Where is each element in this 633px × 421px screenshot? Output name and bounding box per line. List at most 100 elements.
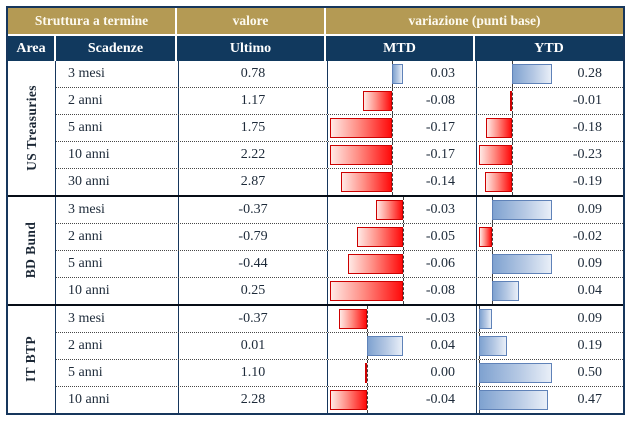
ytd-data-bar [486,117,512,138]
mtd-cell: 0.03 [327,61,476,87]
mtd-cell: -0.03 [327,196,476,223]
mtd-value: -0.04 [425,391,455,407]
area-cell: IT BTP [8,305,56,413]
ytd-value: 0.47 [577,391,603,407]
mtd-bar-area [328,141,406,168]
zero-axis-line [366,305,368,332]
mtd-bar-area [328,196,406,223]
zero-axis-line [392,168,394,195]
ultimo-value: -0.37 [178,305,327,332]
mtd-bar-area [328,168,406,195]
mtd-bar-area [328,114,406,141]
zero-axis-line [366,386,368,413]
mtd-bar-area [328,61,406,87]
ytd-cell: 0.47 [476,386,623,413]
group-rows: 3 mesi -0.37 -0.03 0.09 2 anni -0.79 -0.… [56,196,623,304]
ytd-data-bar [479,308,493,329]
area-label: IT BTP [23,336,39,383]
mtd-value: -0.17 [425,146,455,162]
mtd-data-bar [340,171,393,192]
ytd-value: 0.04 [577,282,603,298]
table-row: 3 mesi 0.78 0.03 0.28 [56,61,623,87]
mtd-cell: -0.03 [327,305,476,332]
mtd-bar-area [328,359,406,386]
mtd-cell: -0.06 [327,250,476,277]
ytd-value: -0.01 [572,92,602,108]
ytd-value: 0.09 [577,255,603,271]
ytd-value: -0.19 [572,173,602,189]
ultimo-value: 1.10 [178,359,327,386]
ultimo-value: -0.44 [178,250,327,277]
zero-axis-line [392,114,394,141]
header-struttura-a-termine: Struttura a termine [8,8,177,34]
mtd-value: -0.08 [425,282,455,298]
ytd-bar-area [477,359,555,386]
table-row: 3 mesi -0.37 -0.03 0.09 [56,305,623,332]
ytd-value: 0.19 [577,337,603,353]
mtd-bar-area [328,87,406,114]
ultimo-value: 0.78 [178,61,327,87]
zero-axis-line [392,141,394,168]
mtd-value: -0.14 [425,173,455,189]
column-header-area: Area [8,36,56,61]
mtd-data-bar [348,253,403,274]
mtd-data-bar [375,199,403,220]
mtd-data-bar [330,389,367,410]
ytd-cell: 0.50 [476,359,623,386]
zero-axis-line [511,141,513,168]
area-cell: BD Bund [8,196,56,304]
ultimo-value: 0.01 [178,332,327,359]
ultimo-value: 0.25 [178,277,327,304]
maturity-label: 10 anni [68,146,110,162]
ytd-data-bar [509,90,512,111]
mtd-data-bar [330,280,403,301]
ytd-bar-area [477,277,555,304]
ytd-cell: 0.04 [476,277,623,304]
ytd-bar-area [477,141,555,168]
ytd-value: 0.09 [577,201,603,217]
area-group: US Treasuries 3 mesi 0.78 0.03 0.28 2 an… [8,61,623,195]
ultimo-value: 2.22 [178,141,327,168]
ultimo-value: -0.79 [178,223,327,250]
zero-axis-line [392,87,394,114]
group-rows: 3 mesi 0.78 0.03 0.28 2 anni 1.17 -0.08 [56,61,623,195]
mtd-cell: 0.04 [327,332,476,359]
maturity-label: 5 anni [68,364,103,380]
mtd-cell: -0.14 [327,168,476,195]
mtd-data-bar [357,226,403,247]
maturity-label: 30 anni [68,173,110,189]
ytd-cell: -0.19 [476,168,623,195]
maturity-label: 10 anni [68,391,110,407]
mtd-data-bar [366,335,403,356]
maturity-label: 2 anni [68,92,103,108]
header-valore: valore [177,8,326,34]
mtd-bar-area [328,332,406,359]
mtd-cell: -0.04 [327,386,476,413]
table-row: 2 anni 0.01 0.04 0.19 [56,331,623,359]
ytd-bar-area [477,87,555,114]
area-label: US Treasuries [23,85,39,171]
mtd-bar-area [328,223,406,250]
ultimo-value: 1.17 [178,87,327,114]
maturity-label: 2 anni [68,337,103,353]
mtd-value: 0.04 [430,337,456,353]
zero-axis-line [403,223,404,250]
ytd-bar-area [477,386,555,413]
ytd-cell: -0.18 [476,114,623,141]
ytd-value: 0.28 [577,65,603,81]
mtd-bar-area [328,277,406,304]
ytd-data-bar [479,362,552,383]
ytd-cell: 0.19 [476,332,623,359]
ytd-bar-area [477,223,555,250]
mtd-cell: -0.08 [327,277,476,304]
maturity-label: 5 anni [68,255,103,271]
zero-axis-line [492,223,494,250]
mtd-data-bar [362,90,393,111]
mtd-bar-area [328,386,406,413]
ultimo-value: 2.87 [178,168,327,195]
ytd-data-bar [492,280,519,301]
mtd-cell: -0.17 [327,114,476,141]
ytd-cell: 0.09 [476,196,623,223]
ytd-value: -0.02 [572,228,602,244]
maturity-label: 5 anni [68,119,103,135]
